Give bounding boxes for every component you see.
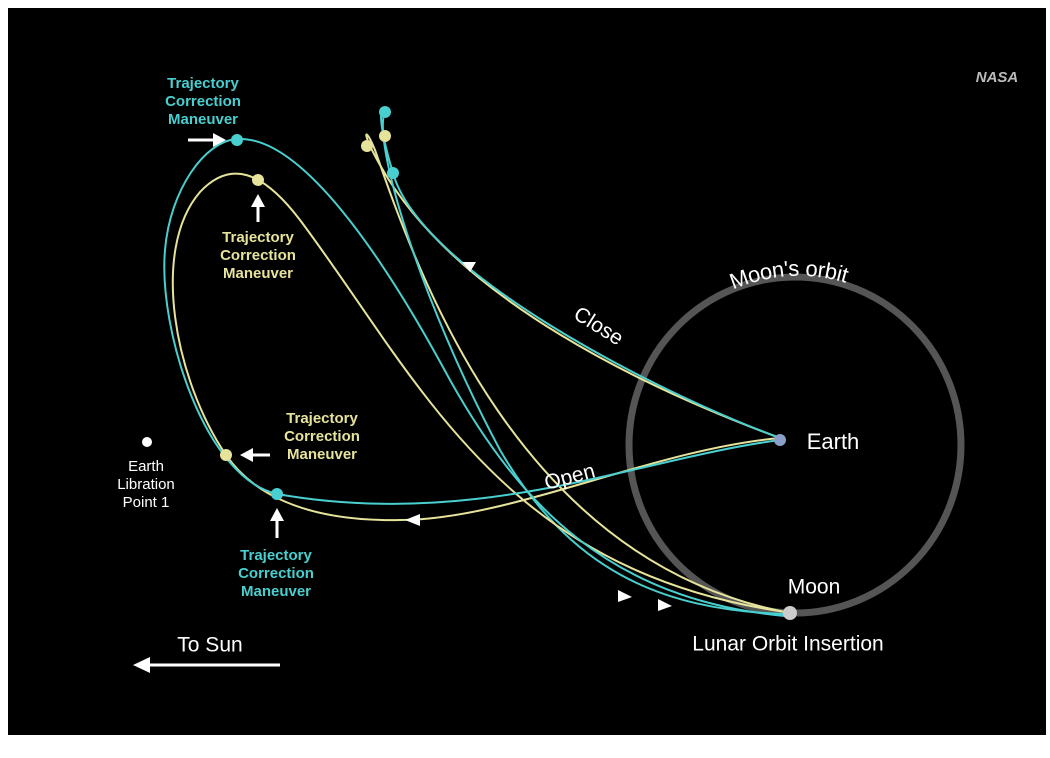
maneuver-label: Correction bbox=[238, 565, 314, 582]
earth bbox=[774, 434, 786, 446]
libration-point bbox=[142, 437, 152, 447]
background bbox=[8, 8, 1046, 735]
logo: NASA bbox=[976, 69, 1019, 86]
moon-label: Moon bbox=[788, 576, 841, 599]
direction-label: To Sun bbox=[177, 634, 242, 657]
libration-label: Earth bbox=[128, 458, 164, 475]
maneuver-dot bbox=[379, 106, 391, 118]
maneuver-dot bbox=[220, 449, 232, 461]
diagram: Moon's orbit Trajectory Correction Maneu… bbox=[0, 0, 1050, 758]
maneuver-label: Maneuver bbox=[223, 265, 293, 282]
maneuver-dot bbox=[231, 134, 243, 146]
maneuver-dot bbox=[271, 488, 283, 500]
maneuver-label: Correction bbox=[284, 428, 360, 445]
maneuver-label: Trajectory bbox=[222, 229, 294, 246]
maneuver-label: Correction bbox=[220, 247, 296, 264]
maneuver-dot bbox=[361, 140, 373, 152]
maneuver-label: Maneuver bbox=[168, 111, 238, 128]
maneuver-dot bbox=[252, 174, 264, 186]
maneuver-label: Maneuver bbox=[241, 583, 311, 600]
maneuver-label: Trajectory bbox=[240, 547, 312, 564]
maneuver-label: Trajectory bbox=[167, 75, 239, 92]
maneuver-dot bbox=[387, 167, 399, 179]
maneuver-label: Correction bbox=[165, 93, 241, 110]
libration-label: Libration bbox=[117, 476, 175, 493]
insertion-label: Lunar Orbit Insertion bbox=[692, 633, 883, 656]
maneuver-label: Maneuver bbox=[287, 446, 357, 463]
earth-label: Earth bbox=[807, 429, 860, 454]
libration-label: Point 1 bbox=[123, 494, 170, 511]
maneuver-dot bbox=[379, 130, 391, 142]
maneuver-label: Trajectory bbox=[286, 410, 358, 427]
moon bbox=[783, 606, 797, 620]
